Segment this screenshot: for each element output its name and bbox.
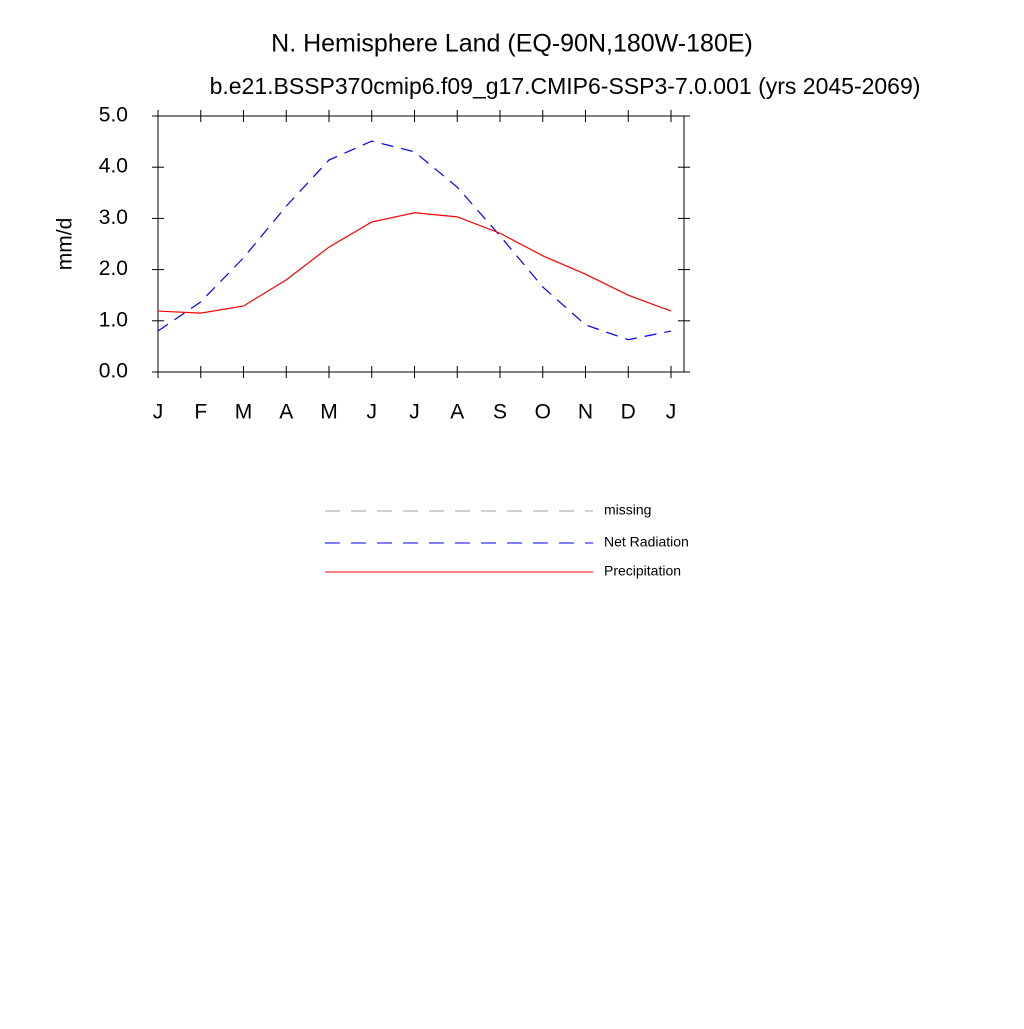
x-tick-label: M — [235, 401, 253, 424]
y-tick-label: 5.0 — [99, 104, 128, 127]
series-line — [157, 212, 672, 314]
chart-title: N. Hemisphere Land (EQ-90N,180W-180E) — [271, 30, 753, 58]
chart-subtitle: b.e21.BSSP370cmip6.f09_g17.CMIP6-SSP3-7.… — [210, 73, 921, 99]
y-tick-label: 2.0 — [99, 257, 128, 280]
x-tick-label: N — [578, 401, 593, 424]
y-axis-label: mm/d — [54, 218, 77, 271]
y-tick-label: 3.0 — [99, 206, 128, 229]
plot-frame — [157, 115, 685, 373]
x-tick-label: J — [367, 401, 378, 424]
x-tick-label: J — [153, 401, 164, 424]
y-tick-label: 4.0 — [99, 155, 128, 178]
legend-label: missing — [604, 502, 651, 518]
legend-label: Net Radiation — [604, 534, 689, 550]
x-tick-label: S — [493, 401, 507, 424]
x-tick-label: D — [621, 401, 636, 424]
x-tick-label: J — [666, 401, 677, 424]
x-tick-label: A — [450, 401, 464, 424]
x-tick-label: O — [535, 401, 551, 424]
y-tick-label: 0.0 — [99, 360, 128, 383]
x-tick-label: F — [194, 401, 207, 424]
x-tick-label: M — [320, 401, 338, 424]
y-tick-label: 1.0 — [99, 308, 128, 331]
x-tick-label: A — [279, 401, 293, 424]
x-tick-label: J — [409, 401, 420, 424]
legend-label: Precipitation — [604, 563, 681, 579]
